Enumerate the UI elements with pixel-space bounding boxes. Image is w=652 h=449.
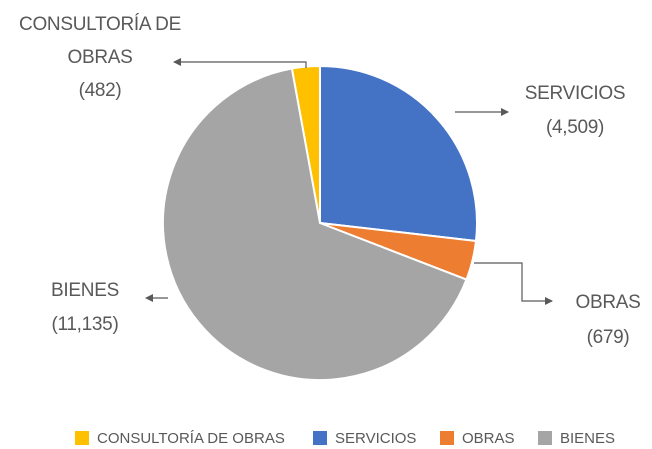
legend-label: SERVICIOS — [335, 430, 416, 447]
legend-label: CONSULTORÍA DE OBRAS — [97, 430, 285, 447]
slice-label: BIENES — [51, 280, 119, 301]
pie-slice — [162, 67, 468, 381]
legend-swatch — [75, 431, 89, 445]
value-label: (482) — [78, 80, 122, 101]
leader-line — [474, 262, 553, 305]
legend-label: BIENES — [560, 430, 615, 447]
value-label: (11,135) — [51, 314, 119, 335]
leader-lines — [145, 58, 553, 305]
slice-label: SERVICIOS — [524, 83, 626, 104]
value-label: (679) — [586, 327, 630, 348]
pie-slice — [319, 64, 478, 243]
legend-swatch — [538, 431, 552, 445]
legend-swatch — [440, 431, 454, 445]
value-label: (4,509) — [545, 117, 605, 138]
pie — [162, 64, 478, 381]
legend: CONSULTORÍA DE OBRAS SERVICIOS OBRAS BIENES — [75, 430, 615, 447]
leader-line — [173, 58, 307, 68]
legend-label: OBRAS — [462, 430, 515, 447]
slice-label: OBRAS — [575, 292, 641, 313]
legend-swatch — [313, 431, 327, 445]
slice-label: CONSULTORÍA DE OBRAS — [19, 14, 181, 68]
